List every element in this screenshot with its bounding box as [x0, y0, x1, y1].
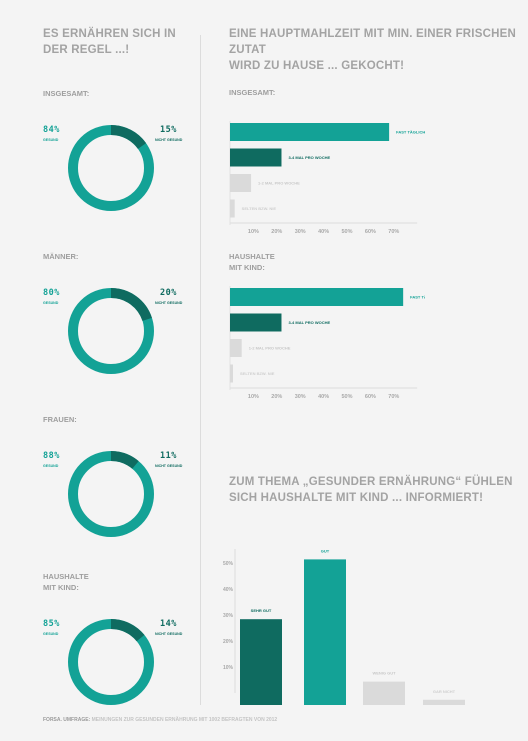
gesund-percent: 88% — [43, 451, 60, 461]
donut-chart — [68, 288, 154, 374]
donut-slice-nicht-gesund — [68, 288, 154, 374]
nicht-gesund-label: NICHT GESUND — [155, 138, 183, 142]
survey-title: ZUM THEMA „GESUNDER ERNÄHRUNG“ FÜHLEN SI… — [229, 476, 513, 504]
nicht-gesund-label: NICHT GESUND — [155, 632, 183, 636]
x-tick-label: 70% — [388, 229, 399, 235]
column-divider — [200, 35, 201, 705]
bar-category-label: 1-2 MAL PRO WOCHE — [258, 181, 300, 186]
x-tick-label: 30% — [295, 229, 306, 235]
bar-category-label: WENIG GUT — [372, 671, 396, 676]
y-tick-label: 20% — [223, 639, 234, 645]
bar-chart-insgesamt: FAST TÄGLICH 3-4 MAL PRO WOCHE 1-2 MAL PRO… — [229, 121, 425, 235]
x-tick-label: 50% — [341, 394, 352, 400]
bar — [423, 699, 465, 705]
nicht-gesund-percent: 11% — [160, 451, 177, 461]
bar — [230, 288, 404, 306]
bar-chart-haushalte: FAST TÄGLICH 3-4 MAL PRO WOCHE 1-2 MAL PRO… — [229, 286, 425, 400]
gesund-percent: 85% — [43, 619, 60, 629]
donut-chart — [68, 619, 154, 705]
bar-category-label: FAST TÄGLICH — [410, 295, 425, 300]
bar — [230, 148, 282, 167]
gesund-label: GESUND — [43, 138, 59, 142]
x-tick-label: 10% — [248, 229, 259, 235]
gesund-percent: 84% — [43, 125, 60, 135]
bar-category-label: 1-2 MAL PRO WOCHE — [249, 346, 291, 351]
y-tick-label: 40% — [223, 587, 234, 593]
y-tick-label: 10% — [223, 665, 234, 671]
bar — [363, 681, 405, 705]
footer-text: MEINUNGEN ZUR GESUNDEN ERNÄHRUNG MIT 100… — [91, 717, 278, 723]
x-tick-label: 60% — [365, 229, 376, 235]
donut-chart — [68, 451, 154, 537]
bar — [230, 199, 235, 218]
x-tick-label: 20% — [271, 394, 282, 400]
footer: FORSA. UMFRAGE: MEINUNGEN ZUR GESUNDEN E… — [43, 717, 277, 723]
donut-section-label: MÄNNER: — [43, 252, 79, 261]
gesund-label: GESUND — [43, 301, 59, 305]
gesund-label: GESUND — [43, 464, 59, 468]
bar-section-1-label: INSGESAMT: — [229, 88, 276, 97]
donut-section-label: INSGESAMT: — [43, 89, 90, 98]
bar — [230, 364, 233, 383]
right-title: EINE HAUPTMAHLZEIT MIT MIN. EINER FRISCH… — [229, 28, 516, 72]
nicht-gesund-percent: 14% — [160, 619, 177, 629]
x-tick-label: 60% — [365, 394, 376, 400]
nicht-gesund-label: NICHT GESUND — [155, 301, 183, 305]
bar-category-label: GUT — [321, 548, 330, 553]
bar-category-label: FAST TÄGLICH — [396, 130, 425, 135]
donut-slice-nicht-gesund — [68, 125, 154, 211]
bar — [240, 619, 282, 705]
bar — [230, 313, 282, 332]
gesund-label: GESUND — [43, 632, 59, 636]
bar-section-2-label: HAUSHALTE MIT KIND: — [229, 252, 275, 272]
bar-category-label: 3-4 MAL PRO WOCHE — [288, 320, 330, 325]
gesund-percent: 80% — [43, 288, 60, 298]
donut-slice-nicht-gesund — [68, 619, 154, 705]
x-tick-label: 40% — [318, 229, 329, 235]
bar — [230, 339, 242, 357]
bar — [230, 123, 390, 141]
y-tick-label: 30% — [223, 613, 234, 619]
bar — [304, 559, 346, 705]
bar-category-label: SELTEN BZW. NIE — [242, 206, 277, 211]
y-tick-label: 50% — [223, 561, 234, 567]
nicht-gesund-percent: 20% — [160, 288, 177, 298]
x-tick-label: 20% — [271, 229, 282, 235]
donut-section-label: HAUSHALTE MIT KIND: — [43, 572, 89, 592]
footer-source: FORSA. UMFRAGE: — [43, 717, 91, 723]
bar-category-label: 3-4 MAL PRO WOCHE — [288, 155, 330, 160]
x-tick-label: 30% — [295, 394, 306, 400]
x-tick-label: 10% — [248, 394, 259, 400]
donut-slice-nicht-gesund — [68, 451, 154, 537]
donut-section-label: FRAUEN: — [43, 415, 77, 424]
nicht-gesund-percent: 15% — [160, 125, 177, 135]
bar-category-label: SELTEN BZW. NIE — [240, 371, 275, 376]
bar — [230, 174, 252, 192]
bar-category-label: GAR NICHT — [433, 689, 456, 694]
x-tick-label: 40% — [318, 394, 329, 400]
bar-category-label: SEHR GUT — [251, 608, 272, 613]
donut-slice-gesund — [68, 451, 154, 537]
donut-chart — [68, 125, 154, 211]
x-tick-label: 70% — [388, 394, 399, 400]
x-tick-label: 50% — [341, 229, 352, 235]
left-title: ES ERNÄHREN SICH IN DER REGEL ...! — [43, 28, 176, 56]
nicht-gesund-label: NICHT GESUND — [155, 464, 183, 468]
